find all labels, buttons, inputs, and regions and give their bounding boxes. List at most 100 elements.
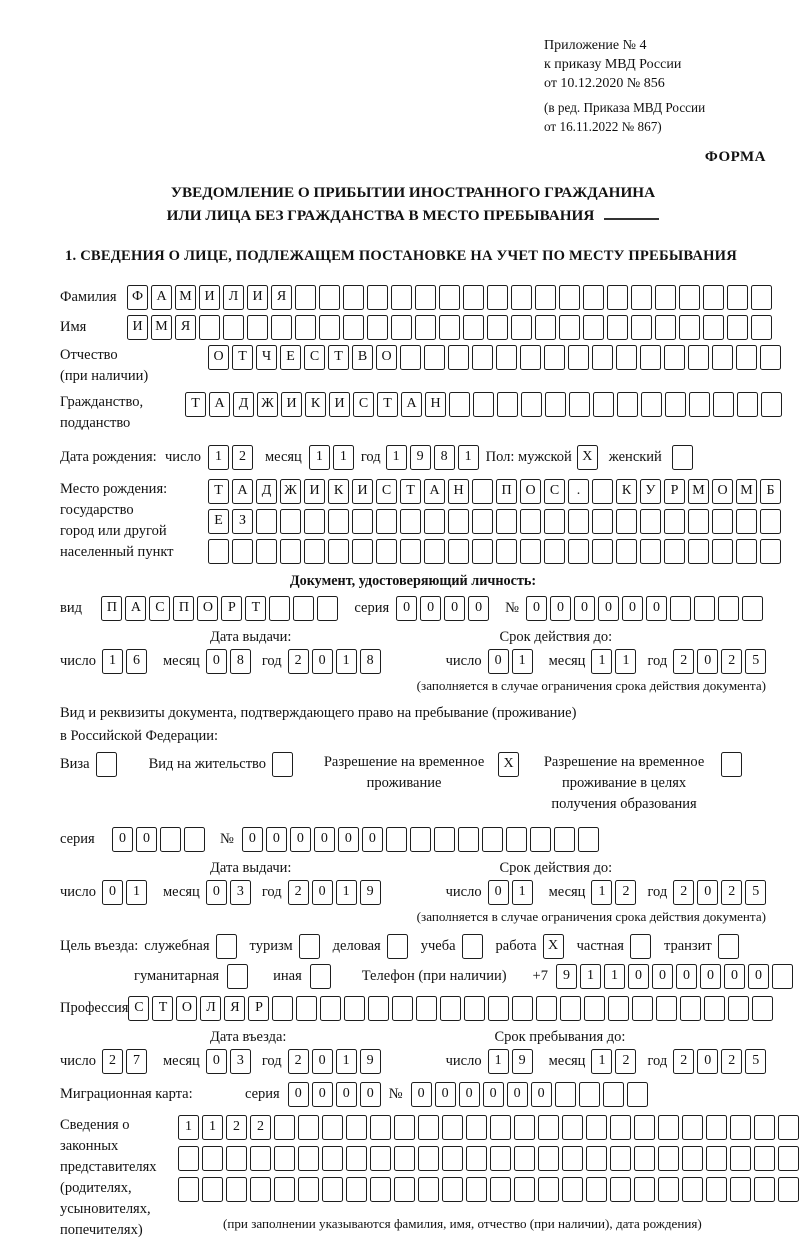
char-cell[interactable] [736, 345, 757, 370]
char-cell[interactable] [274, 1146, 295, 1171]
char-cell[interactable] [538, 1146, 559, 1171]
char-cell[interactable]: 0 [289, 827, 311, 852]
char-cell[interactable]: А [401, 392, 422, 417]
char-cell[interactable]: 0 [287, 1082, 309, 1107]
char-cell[interactable] [344, 996, 366, 1021]
char-cell[interactable]: 1 [101, 649, 123, 674]
char-cell[interactable]: Ч [256, 345, 277, 370]
char-cell[interactable] [400, 539, 421, 564]
char-cell[interactable]: 0 [723, 964, 745, 989]
char-cell[interactable]: 1 [591, 1049, 613, 1074]
char-cell[interactable] [391, 285, 412, 310]
char-cell[interactable] [593, 392, 614, 417]
char-cell[interactable]: 0 [311, 880, 333, 905]
char-cell[interactable] [415, 315, 436, 340]
char-cell[interactable]: 9 [409, 445, 431, 470]
char-cell[interactable]: Д [256, 479, 277, 504]
char-cell[interactable]: 2 [287, 1049, 309, 1074]
char-cell[interactable]: 0 [205, 1049, 227, 1074]
char-cell[interactable] [370, 1177, 391, 1202]
char-cell[interactable]: С [128, 996, 150, 1021]
char-cell[interactable] [298, 1177, 319, 1202]
char-cell[interactable] [472, 539, 493, 564]
char-cell[interactable]: И [352, 479, 373, 504]
char-cell[interactable]: 5 [745, 649, 767, 674]
char-cell[interactable] [418, 1177, 439, 1202]
char-cell[interactable] [679, 285, 700, 310]
char-cell[interactable] [442, 1177, 463, 1202]
char-cell[interactable] [535, 315, 556, 340]
char-cell[interactable]: 0 [651, 964, 673, 989]
char-cell[interactable]: 0 [112, 827, 133, 852]
char-cell[interactable] [664, 509, 685, 534]
char-cell[interactable]: 0 [361, 827, 383, 852]
char-cell[interactable]: А [151, 285, 172, 310]
char-cell[interactable] [736, 539, 757, 564]
char-cell[interactable] [514, 1177, 535, 1202]
char-cell[interactable]: 0 [420, 596, 442, 621]
char-cell[interactable] [415, 285, 436, 310]
temp-residence-checkbox[interactable]: X [498, 752, 520, 777]
char-cell[interactable] [487, 315, 508, 340]
char-cell[interactable] [538, 1177, 559, 1202]
char-cell[interactable] [346, 1146, 367, 1171]
char-cell[interactable]: 1 [202, 1115, 223, 1140]
char-cell[interactable]: 0 [205, 880, 227, 905]
char-cell[interactable]: 2 [287, 880, 309, 905]
char-cell[interactable] [712, 509, 733, 534]
char-cell[interactable]: 0 [550, 596, 571, 621]
char-cell[interactable] [607, 315, 628, 340]
char-cell[interactable]: Р [664, 479, 685, 504]
char-cell[interactable]: Т [377, 392, 398, 417]
char-cell[interactable] [706, 1177, 727, 1202]
char-cell[interactable]: 0 [598, 596, 619, 621]
char-cell[interactable]: Я [175, 315, 196, 340]
char-cell[interactable] [466, 1146, 487, 1171]
char-cell[interactable]: Я [271, 285, 292, 310]
char-cell[interactable]: 0 [697, 1049, 719, 1074]
char-cell[interactable]: И [199, 285, 220, 310]
char-cell[interactable] [487, 285, 508, 310]
char-cell[interactable] [703, 285, 724, 310]
char-cell[interactable]: Б [760, 479, 781, 504]
char-cell[interactable]: 0 [646, 596, 667, 621]
char-cell[interactable] [223, 315, 244, 340]
char-cell[interactable] [778, 1177, 799, 1202]
char-cell[interactable]: Ф [127, 285, 148, 310]
char-cell[interactable] [400, 509, 421, 534]
char-cell[interactable] [665, 392, 686, 417]
representatives-cells-row2[interactable] [178, 1146, 800, 1171]
char-cell[interactable] [682, 1177, 703, 1202]
char-cell[interactable] [202, 1146, 223, 1171]
char-cell[interactable] [562, 1115, 583, 1140]
char-cell[interactable]: 2 [250, 1115, 271, 1140]
char-cell[interactable] [610, 1115, 631, 1140]
char-cell[interactable] [232, 539, 253, 564]
char-cell[interactable]: О [197, 596, 219, 621]
char-cell[interactable]: 2 [226, 1115, 247, 1140]
char-cell[interactable]: О [376, 345, 397, 370]
purpose-humanitarian-checkbox[interactable] [227, 964, 249, 989]
char-cell[interactable] [298, 1146, 319, 1171]
char-cell[interactable]: Ж [280, 479, 301, 504]
char-cell[interactable] [568, 345, 589, 370]
char-cell[interactable] [352, 539, 373, 564]
char-cell[interactable] [608, 996, 630, 1021]
char-cell[interactable]: 9 [359, 880, 381, 905]
char-cell[interactable]: 0 [699, 964, 721, 989]
char-cell[interactable]: 2 [101, 1049, 123, 1074]
char-cell[interactable]: 1 [385, 445, 407, 470]
char-cell[interactable]: В [352, 345, 373, 370]
char-cell[interactable]: 0 [622, 596, 643, 621]
char-cell[interactable] [370, 1115, 391, 1140]
char-cell[interactable]: О [176, 996, 198, 1021]
char-cell[interactable]: 0 [506, 1082, 528, 1107]
